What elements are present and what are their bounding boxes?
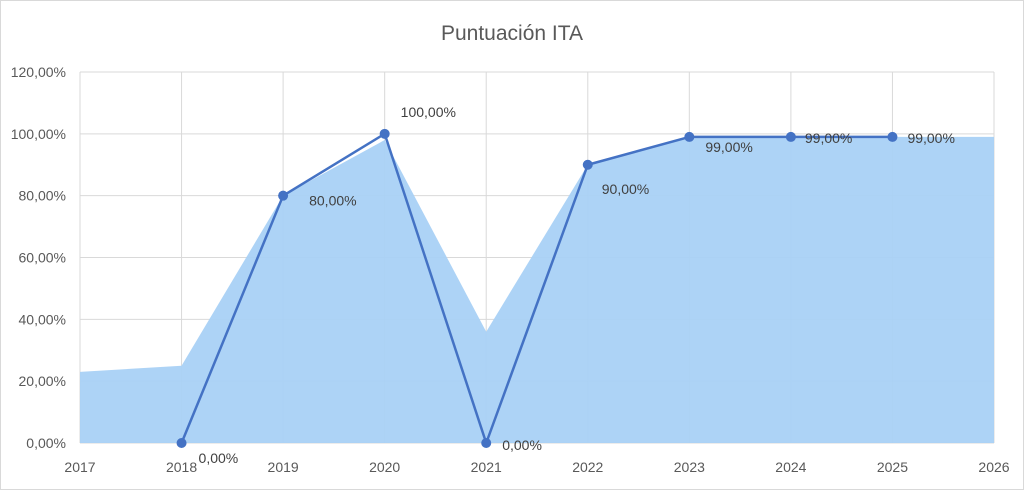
data-point: [379, 128, 390, 139]
data-point: [176, 438, 187, 448]
x-tick-label: 2017: [64, 459, 95, 475]
x-tick-label: 2026: [978, 459, 1009, 475]
data-label: 0,00%: [502, 437, 542, 453]
data-point: [278, 190, 289, 201]
y-tick-label: 40,00%: [19, 311, 66, 327]
data-point: [785, 131, 796, 142]
data-label: 80,00%: [309, 193, 356, 209]
data-label: 99,00%: [805, 130, 852, 146]
data-point: [684, 131, 695, 142]
x-tick-label: 2020: [369, 459, 400, 475]
data-point: [481, 438, 492, 448]
area-fill: [80, 136, 994, 444]
y-tick-label: 20,00%: [19, 373, 66, 389]
y-tick-label: 60,00%: [19, 250, 66, 266]
y-tick-label: 100,00%: [11, 126, 66, 142]
x-tick-label: 2022: [572, 459, 603, 475]
y-tick-label: 120,00%: [11, 64, 66, 80]
data-label: 100,00%: [401, 104, 456, 120]
line-series: [176, 128, 898, 448]
data-point: [887, 131, 898, 142]
x-tick-label: 2021: [471, 459, 502, 475]
axis-labels: 0,00% 20,00% 40,00% 60,00% 80,00% 100,00% 120,…: [11, 64, 1010, 475]
series-line: [180, 132, 893, 445]
area-series: [80, 136, 994, 444]
data-labels: 0,00% 80,00% 100,00% 0,00% 90,00% 99,00% 99,00…: [199, 104, 955, 466]
x-tick-label: 2023: [674, 459, 705, 475]
data-label: 0,00%: [199, 450, 239, 466]
data-point: [582, 159, 593, 170]
x-tick-label: 2018: [166, 459, 197, 475]
y-tick-label: 0,00%: [26, 435, 66, 451]
chart-title: Puntuación ITA: [441, 22, 583, 45]
y-tick-label: 80,00%: [19, 188, 66, 204]
data-label: 99,00%: [907, 130, 954, 146]
data-label: 99,00%: [705, 139, 752, 155]
x-tick-label: 2024: [775, 459, 806, 475]
x-tick-label: 2019: [268, 459, 299, 475]
data-label: 90,00%: [602, 181, 649, 197]
x-tick-label: 2025: [877, 459, 908, 475]
